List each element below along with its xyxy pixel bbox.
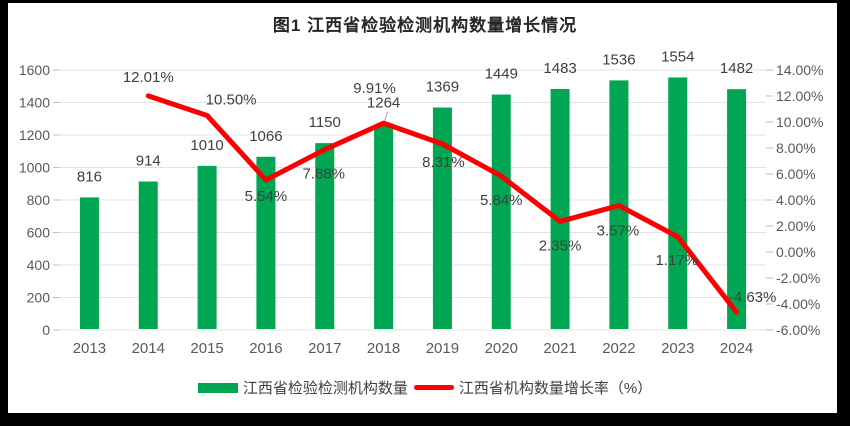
left-axis-tick-label: 1400	[19, 95, 50, 111]
bar-value-label: 1010	[190, 137, 223, 154]
x-axis-label: 2018	[367, 340, 400, 357]
screenshot-border-left	[0, 0, 8, 426]
x-axis-label: 2014	[132, 340, 165, 357]
bar-value-label: 1449	[485, 66, 518, 83]
left-axis-tick-label: 200	[27, 290, 51, 306]
legend-item-line: 江西省机构数量增长率（%）	[413, 377, 653, 398]
x-axis-label: 2017	[308, 340, 341, 357]
bar-value-label: 1150	[309, 114, 341, 131]
right-axis-tick-label: -4.00%	[776, 296, 820, 312]
screenshot-border-right	[837, 0, 850, 426]
bar-2020	[491, 94, 511, 329]
bar-value-label: 1482	[720, 60, 753, 77]
bar-value-label: 1483	[543, 60, 576, 77]
legend-label-line: 江西省机构数量增长率（%）	[458, 380, 653, 397]
left-axis-tick-label: 0	[42, 322, 50, 338]
right-axis-tick-label: 0.00%	[776, 244, 816, 260]
x-axis-label: 2020	[485, 340, 518, 357]
bar-series-swatch-icon	[197, 382, 238, 393]
line-value-label: 1.17%	[655, 252, 698, 269]
line-value-label: 12.01%	[123, 69, 174, 86]
left-axis-tick-label: 600	[27, 225, 51, 241]
bar-value-label: 816	[77, 168, 102, 185]
bar-2021	[550, 89, 570, 329]
bar-value-label: 1066	[249, 128, 282, 145]
bar-value-label: 1554	[661, 48, 694, 65]
x-axis-label: 2022	[602, 340, 635, 357]
bar-2023	[668, 77, 688, 329]
line-value-label: 8.31%	[422, 154, 465, 171]
x-axis-label: 2013	[73, 340, 106, 357]
bar-2019	[432, 107, 452, 329]
bar-2016	[256, 156, 276, 329]
line-value-label: 2.35%	[539, 237, 582, 254]
right-axis-tick-label: -6.00%	[776, 322, 820, 338]
line-value-label: 10.50%	[206, 92, 257, 109]
x-axis-label: 2019	[426, 340, 459, 357]
right-axis-tick-label: 2.00%	[776, 218, 816, 234]
bar-value-label: 1536	[602, 51, 635, 68]
x-axis-label: 2015	[190, 340, 223, 357]
bar-2015	[197, 165, 217, 329]
chart-title: 图1 江西省检验检测机构数量增长情况	[272, 16, 578, 35]
right-axis-tick-label: 14.00%	[776, 62, 823, 78]
bar-2013	[79, 197, 99, 329]
left-axis-tick-label: 400	[27, 257, 51, 273]
chart-legend: 江西省检验检测机构数量 江西省机构数量增长率（%）	[0, 377, 850, 398]
right-axis-tick-label: 10.00%	[776, 114, 823, 130]
left-axis-tick-label: 1200	[19, 127, 50, 143]
bar-2024	[727, 89, 747, 329]
legend-item-bars: 江西省检验检测机构数量	[197, 377, 408, 398]
bar-value-label: 1369	[426, 79, 459, 96]
line-value-label: 7.88%	[302, 166, 345, 183]
bar-2017	[315, 143, 335, 329]
line-value-label: 3.57%	[597, 223, 640, 240]
x-axis-label: 2021	[543, 340, 576, 357]
line-value-label: 9.91%	[353, 80, 396, 97]
screenshot-border-bottom	[0, 413, 850, 426]
line-value-label: -4.63%	[729, 289, 777, 306]
right-axis-tick-label: 12.00%	[776, 88, 823, 104]
bar-value-label: 914	[136, 152, 161, 169]
right-axis-tick-label: -2.00%	[776, 270, 820, 286]
line-series-swatch-icon	[413, 385, 454, 390]
line-value-label: 5.84%	[480, 192, 523, 209]
left-axis-tick-label: 1000	[19, 160, 50, 176]
x-axis-label: 2024	[720, 340, 753, 357]
x-axis-label: 2016	[249, 340, 282, 357]
left-axis-tick-label: 1600	[19, 62, 50, 78]
x-axis-label: 2023	[661, 340, 694, 357]
bar-2014	[138, 181, 158, 329]
left-axis-tick-label: 800	[27, 192, 51, 208]
right-axis-tick-label: 6.00%	[776, 166, 816, 182]
right-axis-tick-label: 8.00%	[776, 140, 816, 156]
bar-2018	[374, 124, 394, 329]
screenshot-border-top	[0, 0, 850, 3]
line-value-label: 5.54%	[245, 188, 288, 205]
growth-rate-line	[145, 93, 740, 315]
label-leader-line	[383, 111, 389, 123]
legend-label-bars: 江西省检验检测机构数量	[242, 380, 408, 397]
right-axis-tick-label: 4.00%	[776, 192, 816, 208]
bar-value-label: 1264	[367, 95, 400, 112]
